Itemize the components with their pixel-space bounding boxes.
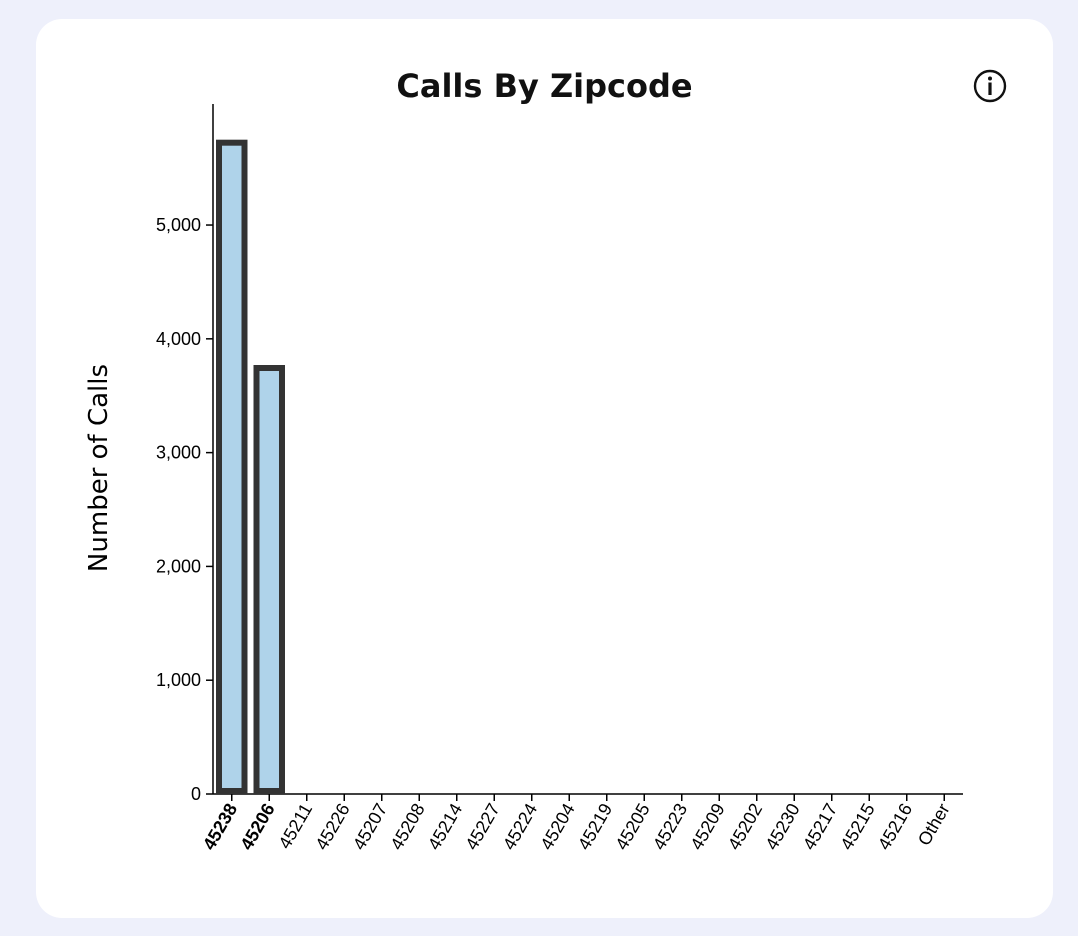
chart-card: Calls By Zipcode [36, 19, 1053, 918]
x-tick-label-45214: 45214 [424, 800, 466, 853]
y-tick-label: 0 [191, 784, 201, 804]
x-tick-label-45219: 45219 [574, 800, 616, 853]
x-tick-label-45230: 45230 [761, 800, 803, 853]
x-tick-label-45208: 45208 [386, 800, 428, 853]
x-tick-label-45224: 45224 [499, 800, 541, 853]
x-tick-label-45205: 45205 [611, 800, 653, 853]
chart-title: Calls By Zipcode [396, 67, 693, 105]
bar-45238[interactable] [216, 139, 248, 795]
x-tick-label-45223: 45223 [649, 800, 691, 853]
x-tick-label-45202: 45202 [724, 800, 766, 853]
x-tick-label-Other: Other [914, 800, 954, 849]
x-tick-label-45227: 45227 [461, 800, 503, 853]
y-tick-label: 2,000 [156, 556, 201, 576]
x-tick-label-45209: 45209 [686, 800, 728, 853]
x-tick-label-45204: 45204 [536, 800, 578, 853]
x-tick-label-45216: 45216 [874, 800, 916, 853]
x-tick-labels: 4523845206452114522645207452084521445227… [199, 800, 954, 853]
y-tick-label: 3,000 [156, 443, 201, 463]
y-axis-title: Number of Calls [84, 364, 114, 572]
x-tick-label-45207: 45207 [349, 800, 391, 853]
y-tick-label: 1,000 [156, 670, 201, 690]
x-tick-label-45206: 45206 [236, 800, 278, 853]
x-tick-label-45211: 45211 [275, 800, 317, 852]
bar-45206[interactable] [253, 365, 285, 794]
x-tick-label-45217: 45217 [799, 800, 841, 853]
y-tick-label: 4,000 [156, 329, 201, 349]
y-tick-label: 5,000 [156, 215, 201, 235]
axes: 0 1,000 2,000 3,000 4,000 5,000 [156, 104, 963, 804]
x-tick-label-45215: 45215 [836, 800, 878, 853]
info-icon[interactable] [972, 68, 1008, 104]
x-tick-label-45238: 45238 [199, 800, 241, 853]
bars [216, 139, 285, 795]
x-tick-label-45226: 45226 [311, 800, 353, 853]
